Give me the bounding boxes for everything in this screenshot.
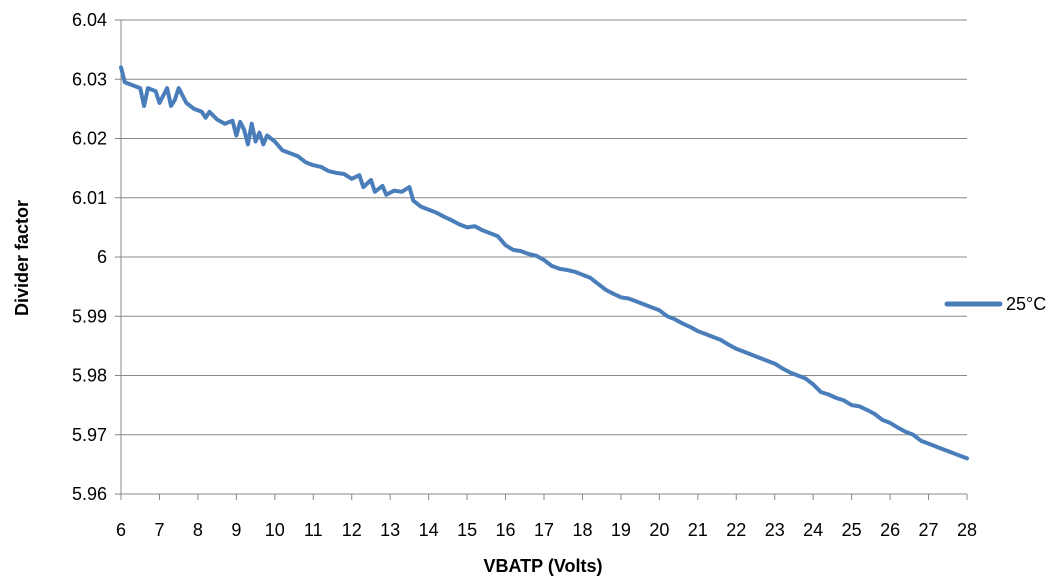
y-axis-title: Divider factor <box>12 200 32 316</box>
x-tick-label: 6 <box>116 520 126 540</box>
y-axis-tick-labels: 6.04 6.03 6.02 6.01 6 5.99 5.98 5.97 5.96 <box>72 10 107 504</box>
x-tick-label: 13 <box>380 520 400 540</box>
y-tick-label: 6.01 <box>72 188 107 208</box>
x-tick-label: 23 <box>765 520 785 540</box>
x-tick-label: 16 <box>496 520 516 540</box>
x-tick-label: 11 <box>304 520 323 540</box>
series-line-0 <box>119 65 969 461</box>
y-tick-label: 6.02 <box>72 129 107 149</box>
x-tick-label: 21 <box>688 520 708 540</box>
x-tick-label: 19 <box>611 520 631 540</box>
x-tick-label: 22 <box>726 520 746 540</box>
x-tick-label: 17 <box>534 520 554 540</box>
x-tick-label: 27 <box>919 520 939 540</box>
x-tick-label: 26 <box>880 520 900 540</box>
y-tick-label: 6.04 <box>72 10 107 30</box>
x-tick-label: 9 <box>231 520 241 540</box>
legend-label: 25°C <box>1006 294 1046 314</box>
x-tick-label: 12 <box>342 520 362 540</box>
series-group <box>119 65 969 461</box>
x-tick-label: 14 <box>419 520 439 540</box>
x-tick-label: 10 <box>265 520 285 540</box>
y-tick-label: 6.03 <box>72 69 107 89</box>
x-tick-label: 24 <box>803 520 823 540</box>
x-tick-label: 7 <box>154 520 164 540</box>
x-tick-label: 28 <box>957 520 977 540</box>
y-tick-label: 5.99 <box>72 306 107 326</box>
x-tick-label: 15 <box>457 520 477 540</box>
legend: 25°C <box>944 294 1046 314</box>
x-tick-label: 20 <box>649 520 669 540</box>
y-tick-label: 6 <box>97 247 107 267</box>
x-tick-label: 8 <box>193 520 203 540</box>
y-tick-label: 5.97 <box>72 425 107 445</box>
x-axis-tick-labels: 6 7 8 9 10 11 12 13 14 15 16 17 18 19 20 21 22 23 24 25 26 27… <box>116 494 977 540</box>
x-tick-label: 18 <box>572 520 592 540</box>
x-tick-label: 25 <box>842 520 862 540</box>
x-axis-title: VBATP (Volts) <box>483 556 602 576</box>
y-tick-label: 5.98 <box>72 366 107 386</box>
y-tick-label: 5.96 <box>72 484 107 504</box>
